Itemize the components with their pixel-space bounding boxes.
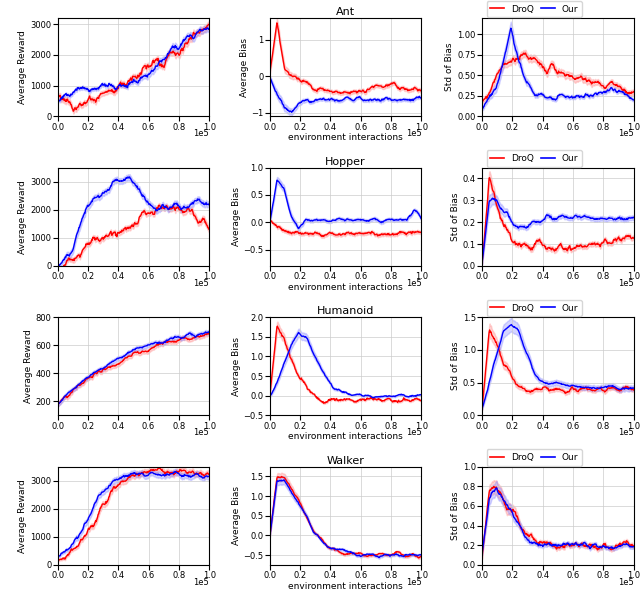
Title: Walker: Walker — [326, 456, 365, 466]
Y-axis label: Std of Bias: Std of Bias — [451, 342, 460, 391]
Text: 1e5: 1e5 — [406, 428, 421, 437]
Y-axis label: Std of Bias: Std of Bias — [451, 492, 460, 540]
Y-axis label: Average Reward: Average Reward — [19, 180, 28, 254]
Text: 1e5: 1e5 — [193, 279, 209, 288]
Y-axis label: Std of Bias: Std of Bias — [445, 43, 454, 91]
Y-axis label: Average Bias: Average Bias — [232, 486, 241, 545]
Title: Hopper: Hopper — [325, 157, 366, 166]
Title: Humanoid: Humanoid — [317, 307, 374, 316]
Text: 1e5: 1e5 — [618, 279, 634, 288]
Title: Ant: Ant — [336, 7, 355, 17]
Text: 1e5: 1e5 — [618, 129, 634, 138]
Text: 1e5: 1e5 — [406, 129, 421, 138]
Legend: DroQ, Our: DroQ, Our — [486, 150, 582, 166]
Text: 1e5: 1e5 — [193, 578, 209, 587]
Legend: DroQ, Our: DroQ, Our — [486, 1, 582, 17]
X-axis label: environment interactions: environment interactions — [288, 282, 403, 291]
Y-axis label: Average Bias: Average Bias — [232, 337, 241, 395]
Text: 1e5: 1e5 — [406, 578, 421, 587]
Text: 1e5: 1e5 — [406, 279, 421, 288]
Legend: DroQ, Our: DroQ, Our — [486, 450, 582, 466]
Text: 1e5: 1e5 — [193, 129, 209, 138]
Y-axis label: Average Bias: Average Bias — [232, 188, 241, 246]
Y-axis label: Average Reward: Average Reward — [19, 479, 28, 553]
Text: 1e5: 1e5 — [618, 578, 634, 587]
X-axis label: environment interactions: environment interactions — [288, 133, 403, 142]
Y-axis label: Average Reward: Average Reward — [24, 329, 33, 403]
Y-axis label: Average Bias: Average Bias — [239, 38, 248, 97]
Y-axis label: Average Reward: Average Reward — [19, 30, 28, 104]
Text: 1e5: 1e5 — [618, 428, 634, 437]
Y-axis label: Std of Bias: Std of Bias — [451, 192, 460, 241]
X-axis label: environment interactions: environment interactions — [288, 582, 403, 591]
Legend: DroQ, Our: DroQ, Our — [486, 300, 582, 316]
Text: 1e5: 1e5 — [193, 428, 209, 437]
X-axis label: environment interactions: environment interactions — [288, 432, 403, 441]
